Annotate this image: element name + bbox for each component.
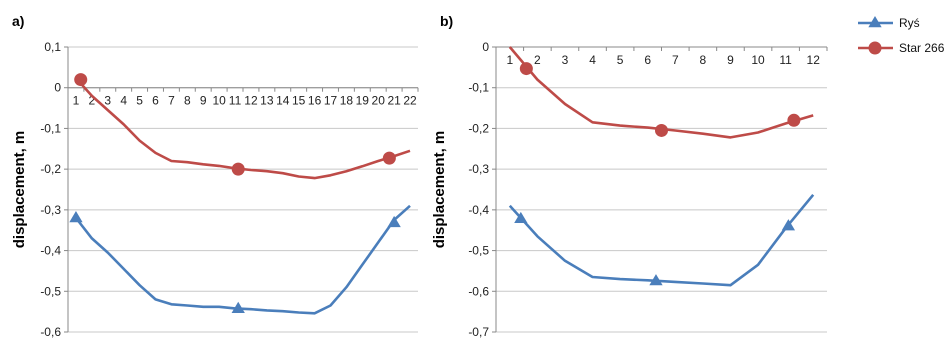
series-line-star266 bbox=[508, 46, 814, 139]
legend-label-rys: Ryś bbox=[899, 16, 920, 30]
legend-marker-rys bbox=[868, 16, 882, 28]
y-tick-label: -0,2 bbox=[468, 121, 489, 135]
y-tick-label: -0,6 bbox=[40, 325, 61, 338]
x-tick-label: 16 bbox=[308, 94, 322, 108]
y-axis-title: displacement, m bbox=[11, 131, 28, 249]
x-tick-label: 20 bbox=[372, 94, 386, 108]
series-marker-rys bbox=[649, 274, 663, 286]
x-tick-label: 10 bbox=[751, 53, 765, 67]
series-marker-star266 bbox=[787, 113, 801, 127]
series-marker-star266 bbox=[231, 162, 245, 176]
y-tick-label: -0,2 bbox=[40, 162, 61, 176]
chart-panel-b: b) displacement, m 0 -0,1 -0,2 -0,3 -0,4 -0,5 -0… bbox=[431, 13, 828, 338]
x-tick-label: 21 bbox=[387, 94, 401, 108]
x-tick-label: 12 bbox=[244, 94, 258, 108]
y-tick-label: 0 bbox=[54, 81, 61, 95]
x-tick-label: 10 bbox=[212, 94, 226, 108]
series-marker-rys bbox=[231, 301, 245, 313]
x-tick-label: 13 bbox=[260, 94, 274, 108]
y-tick-label: -0,1 bbox=[40, 121, 61, 135]
y-tick-label: -0,4 bbox=[468, 203, 489, 217]
y-tick-label: -0,3 bbox=[468, 162, 489, 176]
x-tick-label: 4 bbox=[589, 53, 596, 67]
legend-marker-star266 bbox=[868, 41, 882, 55]
x-tick-label: 14 bbox=[276, 94, 290, 108]
series-marker-rys bbox=[69, 211, 83, 223]
series-marker-rys bbox=[781, 219, 796, 231]
x-tick-label: 4 bbox=[120, 94, 127, 108]
x-tick-label: 1 bbox=[73, 94, 80, 108]
x-tick-label: 8 bbox=[184, 94, 191, 108]
x-tick-label: 9 bbox=[200, 94, 207, 108]
x-tick-label: 11 bbox=[779, 53, 792, 67]
x-tick-label: 1 bbox=[506, 53, 513, 67]
x-tick-label: 7 bbox=[672, 53, 679, 67]
series-marker-star266 bbox=[74, 73, 88, 87]
x-tick-label: 6 bbox=[644, 53, 651, 67]
y-tick-label: 0 bbox=[482, 40, 489, 54]
series-marker-star266 bbox=[382, 151, 396, 165]
x-tick-label: 9 bbox=[727, 53, 734, 67]
x-tick-label: 6 bbox=[152, 94, 159, 108]
y-axis-title: displacement, m bbox=[431, 131, 448, 249]
y-tick-label: -0,6 bbox=[468, 284, 489, 298]
x-tick-label: 5 bbox=[136, 94, 143, 108]
y-tick-label: -0,5 bbox=[40, 284, 61, 298]
x-tick-label: 2 bbox=[534, 53, 541, 67]
x-tick-label: 5 bbox=[617, 53, 624, 67]
series-line-rys bbox=[74, 204, 411, 315]
x-tick-label: 7 bbox=[168, 94, 175, 108]
x-tick-label: 2 bbox=[89, 94, 96, 108]
x-tick-label: 22 bbox=[403, 94, 417, 108]
panel-label: b) bbox=[440, 13, 453, 29]
x-tick-label: 3 bbox=[562, 53, 569, 67]
series-marker-rys bbox=[387, 215, 401, 228]
x-tick-label: 11 bbox=[229, 94, 242, 108]
x-tick-label: 18 bbox=[340, 94, 354, 108]
legend-label-star266: Star 266 bbox=[899, 41, 945, 55]
y-tick-label: -0,5 bbox=[468, 244, 489, 258]
x-tick-label: 3 bbox=[104, 94, 111, 108]
y-tick-label: -0,4 bbox=[40, 244, 61, 258]
x-tick-label: 8 bbox=[700, 53, 707, 67]
y-tick-label: -0,7 bbox=[468, 325, 489, 338]
y-tick-label: -0,3 bbox=[40, 203, 61, 217]
panel-label: a) bbox=[12, 13, 24, 29]
legend: Ryś Star 266 bbox=[858, 16, 945, 55]
x-tick-label: 12 bbox=[807, 53, 821, 67]
series-marker-rys bbox=[514, 211, 528, 224]
chart-panel-a: a) displacement, m 0,1 0 -0,1 -0,2 -0,3 -0,4 -0,… bbox=[11, 13, 419, 338]
x-tick-label: 17 bbox=[324, 94, 338, 108]
series-marker-star266 bbox=[655, 123, 668, 137]
series-marker-star266 bbox=[519, 62, 533, 76]
series-line-rys bbox=[508, 193, 815, 287]
x-tick-label: 15 bbox=[292, 94, 306, 108]
y-tick-label: -0,1 bbox=[468, 81, 489, 95]
y-tick-label: 0,1 bbox=[44, 40, 61, 54]
x-tick-label: 19 bbox=[356, 94, 370, 108]
